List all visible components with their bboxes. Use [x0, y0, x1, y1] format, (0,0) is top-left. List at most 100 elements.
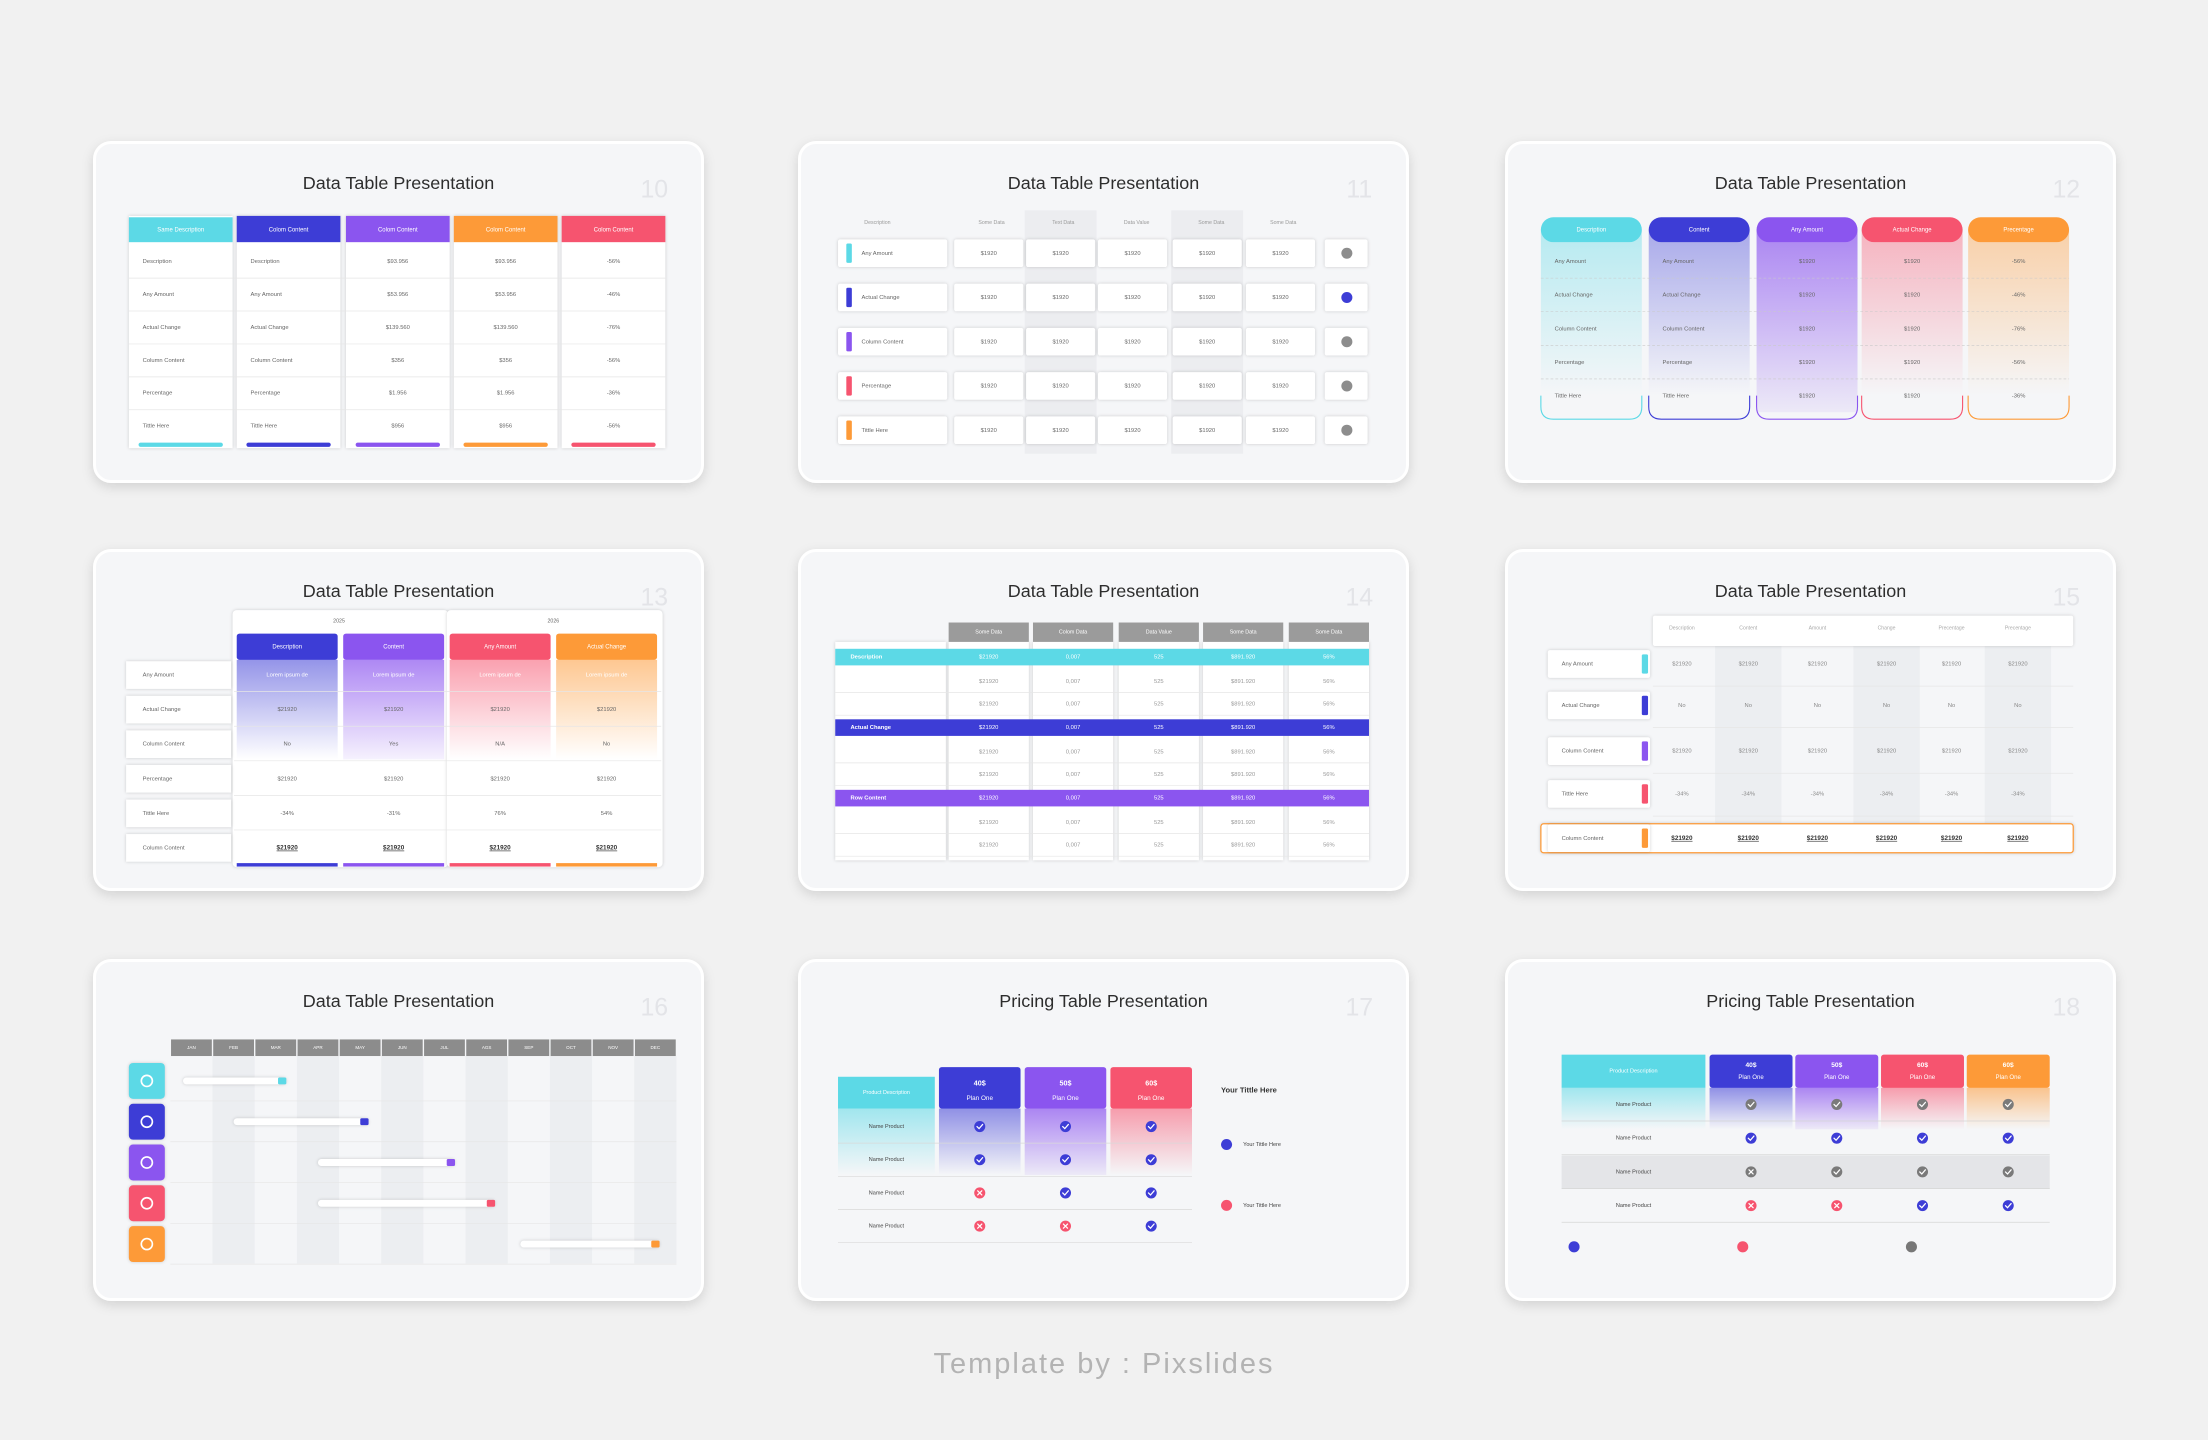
month-label: OCT: [566, 1045, 576, 1050]
row-marker: [846, 287, 852, 308]
row-label: Column Content: [143, 845, 185, 851]
check-icon: [1831, 1132, 1843, 1144]
slide-title: Data Table Presentation: [1008, 581, 1199, 601]
cell-text: 0,007: [1066, 749, 1081, 755]
row-label-box: [126, 695, 232, 724]
header-cell: [561, 215, 666, 243]
cell-text: 0,007: [1066, 725, 1081, 731]
cell: [1026, 283, 1096, 312]
cell-text: 525: [1154, 843, 1164, 849]
month-cell: [592, 1039, 634, 1057]
row-label-box: [126, 730, 232, 759]
header-text: Some Data: [1198, 220, 1224, 226]
row-marker: [1641, 784, 1649, 804]
cell-text: Tittle Here: [251, 424, 278, 430]
header-text: Precentage: [2003, 227, 2034, 233]
header-text: Product Description: [863, 1090, 910, 1096]
column: [1288, 641, 1369, 861]
cell-text: -36%: [2012, 393, 2026, 399]
legend-bullet: [1905, 1241, 1917, 1253]
row-marker: [1641, 828, 1649, 848]
year-label: 2025: [333, 619, 345, 625]
cell-text: 525: [1154, 772, 1164, 778]
cell-text: $1920: [1904, 326, 1920, 332]
header-text: Description: [1669, 625, 1695, 631]
cell-text: $1920: [1199, 384, 1215, 390]
row-label: Any Amount: [143, 673, 175, 679]
month-label: SEP: [524, 1045, 533, 1050]
cell-text: 56%: [1323, 679, 1335, 685]
row-label: Column Content: [143, 742, 185, 748]
cell-text: 56%: [1323, 843, 1335, 849]
cell-text: $1920: [1272, 339, 1288, 345]
cell-text: $21920: [2008, 662, 2027, 668]
cell-text: $21920: [278, 707, 297, 713]
column-outline: [1540, 395, 1643, 420]
icon-glyph: [1919, 1135, 1927, 1142]
row-label: Tittle Here: [143, 811, 170, 817]
cell-text: $1920: [1904, 393, 1920, 399]
cell-text: $21920: [2007, 835, 2029, 842]
side-item: Your Tittle Here: [1243, 1142, 1281, 1148]
check-icon: [1059, 1187, 1072, 1199]
cell-text: $21920: [979, 820, 998, 826]
header-text: Some Data: [1230, 630, 1257, 636]
row-label-box: [1547, 737, 1651, 765]
cell-text: $1920: [1272, 251, 1288, 257]
plan-name: Plan One: [1052, 1095, 1079, 1102]
cell-text: -34%: [1880, 792, 1894, 798]
icon-glyph: [1747, 1135, 1755, 1142]
cell-text: 0,007: [1066, 843, 1081, 849]
slide-card: 18 Pricing Table Presentation Product Desc…: [1505, 959, 2116, 1301]
cell-text: Actual Change: [251, 325, 289, 331]
row-label: Actual Change: [1562, 703, 1600, 709]
icon-glyph: [1062, 1190, 1070, 1196]
cell-text: 76%: [494, 811, 506, 817]
cell-text: $21920: [490, 707, 509, 713]
row-label: Name Product: [1616, 1102, 1652, 1108]
icon-glyph: [1147, 1157, 1155, 1163]
cell-text: $21920: [979, 725, 998, 731]
cell: [1097, 239, 1168, 268]
header-text: Actual Change: [587, 644, 627, 650]
column-shade: [634, 1056, 677, 1264]
month-cell: [381, 1039, 423, 1057]
slide-card: 17 Pricing Table Presentation Product Desc…: [798, 959, 1409, 1301]
slide: 18 Pricing Table Presentation Product Desc…: [1561, 991, 2080, 1253]
cell-text: $21920: [979, 772, 998, 778]
year-label: 2026: [548, 619, 560, 625]
cell-text: Any Amount: [251, 292, 283, 298]
column-shade: [1984, 646, 2052, 854]
slide-card: 11 Data Table Presentation Description Some…: [798, 141, 1409, 483]
cell-text: $1920: [1799, 326, 1815, 332]
month-label: FEB: [229, 1045, 238, 1050]
cell-text: $1920: [1272, 384, 1288, 390]
month-label: JUN: [398, 1045, 407, 1050]
cell-text: $21920: [1807, 835, 1829, 842]
header-cell: [1203, 622, 1284, 642]
cell-text: $139.560: [386, 325, 410, 331]
check-icon: [2002, 1098, 2014, 1110]
slide-card: 16 Data Table Presentation JAN FEB MAR APR MAY…: [93, 959, 704, 1301]
row-label-box: [1547, 824, 1651, 853]
cell-text: -56%: [607, 424, 621, 430]
cell: [1172, 283, 1242, 312]
row-label: Column Content: [862, 339, 904, 345]
check-icon: [1831, 1098, 1843, 1110]
row-label: Any Amount: [1562, 662, 1594, 668]
cell-text: Tittle Here: [143, 424, 170, 430]
cell-text: $93.956: [495, 259, 516, 265]
cell-text: Column Content: [1555, 326, 1597, 332]
cell-text: $956: [391, 424, 404, 430]
column: [1118, 641, 1199, 861]
cell: [954, 239, 1024, 268]
cell-text: $1920: [1272, 428, 1288, 434]
month-cell: [466, 1039, 508, 1057]
check-icon: [974, 1121, 986, 1133]
icon-glyph: [1833, 1135, 1841, 1142]
cell-text: Actual Change: [1663, 293, 1701, 299]
cell-text: $21920: [1941, 835, 1963, 842]
header-cell: [556, 633, 658, 660]
slide-number: 10: [640, 176, 668, 204]
